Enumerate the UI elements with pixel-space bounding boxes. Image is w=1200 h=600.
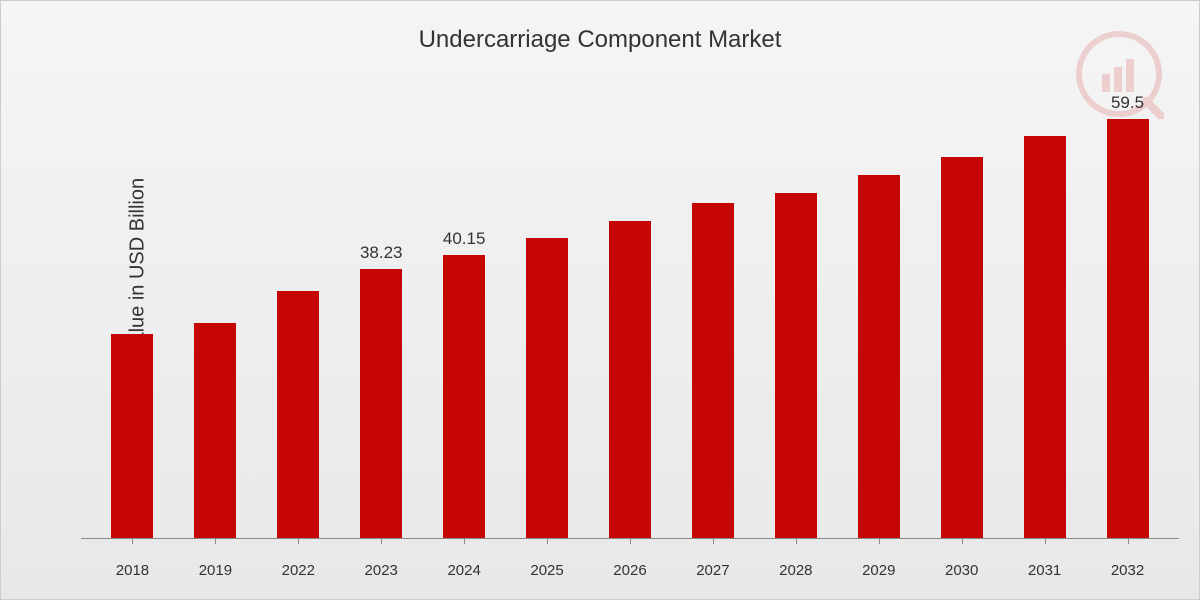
bar-value-label: 59.5: [1111, 93, 1144, 113]
bar-group: [257, 101, 340, 538]
x-axis-label: 2029: [837, 562, 920, 579]
bars-wrapper: 38.23 40.15 59.5: [81, 101, 1179, 538]
bar: [443, 255, 485, 538]
bar-group: 59.5: [1086, 101, 1169, 538]
x-axis-label: 2026: [589, 562, 672, 579]
chart-container: Undercarriage Component Market Market Va…: [0, 0, 1200, 600]
x-axis-label: 2019: [174, 562, 257, 579]
bar: [609, 221, 651, 538]
bar-group: [837, 101, 920, 538]
plot-area: 38.23 40.15 59.5: [81, 101, 1179, 539]
x-tick: [1045, 538, 1046, 544]
bar: [1024, 136, 1066, 538]
x-tick: [630, 538, 631, 544]
x-axis-label: 2030: [920, 562, 1003, 579]
bar: [111, 334, 153, 538]
bar: [194, 323, 236, 538]
bar-group: [1003, 101, 1086, 538]
x-tick: [298, 538, 299, 544]
x-tick: [464, 538, 465, 544]
bar-group: [754, 101, 837, 538]
x-tick: [381, 538, 382, 544]
bar: [360, 269, 402, 538]
x-axis-label: 2018: [91, 562, 174, 579]
x-axis-label: 2022: [257, 562, 340, 579]
bar-group: [920, 101, 1003, 538]
x-axis-labels: 2018201920222023202420252026202720282029…: [81, 562, 1179, 579]
x-axis-label: 2032: [1086, 562, 1169, 579]
bar: [941, 157, 983, 538]
x-axis-label: 2028: [754, 562, 837, 579]
x-tick: [962, 538, 963, 544]
bar: [277, 291, 319, 538]
x-axis-label: 2031: [1003, 562, 1086, 579]
x-axis-label: 2023: [340, 562, 423, 579]
bar-value-label: 40.15: [443, 229, 486, 249]
x-axis-label: 2027: [671, 562, 754, 579]
x-tick: [547, 538, 548, 544]
chart-title: Undercarriage Component Market: [1, 1, 1199, 54]
bar-group: [91, 101, 174, 538]
x-axis-label: 2024: [423, 562, 506, 579]
x-tick: [132, 538, 133, 544]
x-tick: [1128, 538, 1129, 544]
x-tick: [796, 538, 797, 544]
bar-group: 40.15: [423, 101, 506, 538]
x-tick: [215, 538, 216, 544]
bar-group: [506, 101, 589, 538]
bar-group: [589, 101, 672, 538]
bar: [858, 175, 900, 538]
bar-group: 38.23: [340, 101, 423, 538]
bar: [692, 203, 734, 538]
bar: [1107, 119, 1149, 538]
bar: [526, 238, 568, 538]
bar: [775, 193, 817, 538]
x-tick: [879, 538, 880, 544]
x-tick: [713, 538, 714, 544]
x-axis-label: 2025: [506, 562, 589, 579]
bar-value-label: 38.23: [360, 243, 403, 263]
bar-group: [174, 101, 257, 538]
bar-group: [671, 101, 754, 538]
